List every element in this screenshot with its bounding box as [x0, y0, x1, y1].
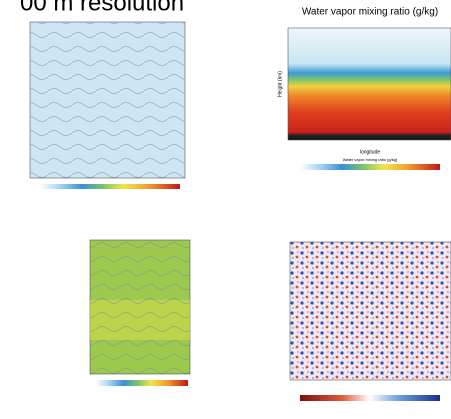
- colorbar: [96, 380, 188, 386]
- heading: 00 m resolution: [20, 0, 184, 16]
- field-panel: [290, 242, 451, 380]
- y-label: Height (km): [277, 71, 283, 97]
- colorbar: [40, 184, 180, 189]
- colorbar-label: Water vapor mixing ratio (g/kg): [343, 157, 398, 162]
- panel-title: Water vapor mixing ratio (g/kg): [302, 7, 438, 18]
- section-plot: [288, 28, 451, 140]
- contours: [90, 240, 190, 374]
- colorbar: [300, 395, 440, 401]
- contours: [30, 22, 185, 178]
- x-label: longitude: [360, 149, 381, 155]
- colorbar: [300, 164, 440, 170]
- slide: 00 m resolution Water vapor mixing ratio…: [0, 0, 451, 419]
